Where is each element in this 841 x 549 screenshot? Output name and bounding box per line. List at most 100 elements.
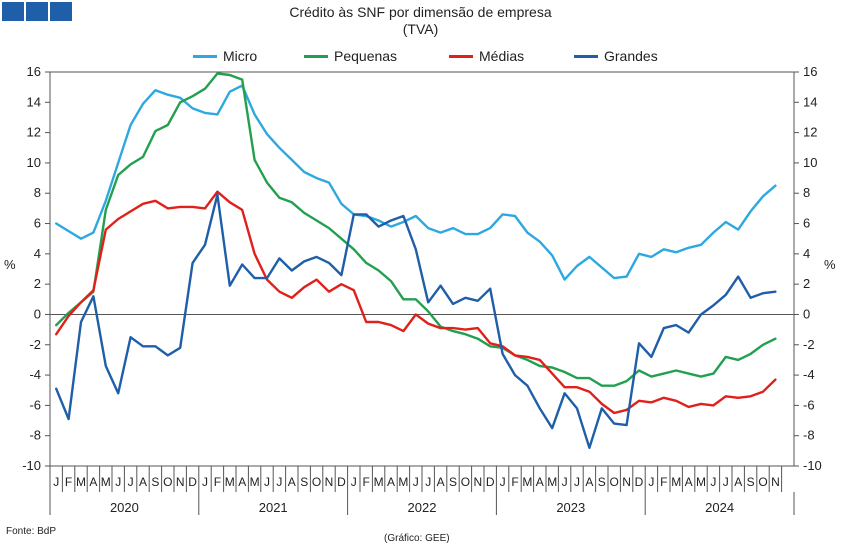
- month-label: M: [76, 475, 86, 489]
- month-label: D: [635, 475, 644, 489]
- legend-label-pequenas: Pequenas: [334, 48, 398, 64]
- y-tick-label-left: 16: [27, 64, 41, 79]
- month-label: O: [461, 475, 470, 489]
- year-label: 2021: [259, 500, 288, 515]
- chart-title-line2: (TVA): [402, 21, 439, 37]
- y-tick-label-right: 16: [803, 64, 817, 79]
- y-tick-label-right: -10: [803, 458, 822, 473]
- month-label: F: [214, 475, 221, 489]
- month-label: J: [264, 475, 270, 489]
- month-label: M: [101, 475, 111, 489]
- legend-item-pequenas: Pequenas: [304, 48, 397, 64]
- series-line-micro: [55, 84, 777, 281]
- month-label: M: [696, 475, 706, 489]
- month-label: N: [473, 475, 482, 489]
- month-label: A: [585, 475, 593, 489]
- y-tick-label-left: -10: [22, 458, 41, 473]
- y-tick-label-right: 12: [803, 125, 817, 140]
- plot-area: [49, 71, 795, 467]
- month-label: D: [188, 475, 197, 489]
- month-label: J: [115, 475, 121, 489]
- y-tick-label-right: 14: [803, 94, 817, 109]
- legend-label-medias: Médias: [479, 48, 525, 64]
- month-label: F: [660, 475, 667, 489]
- month-label: A: [685, 475, 693, 489]
- month-label: A: [734, 475, 742, 489]
- y-tick-label-right: 0: [803, 306, 810, 321]
- month-label: N: [771, 475, 780, 489]
- month-label: J: [710, 475, 716, 489]
- month-label: N: [622, 475, 631, 489]
- legend-swatch-grandes: [574, 54, 598, 58]
- month-label: J: [648, 475, 654, 489]
- month-label: M: [522, 475, 532, 489]
- month-label: N: [325, 475, 334, 489]
- month-label: J: [413, 475, 419, 489]
- legend-swatch-micro: [193, 54, 217, 58]
- legend-item-grandes: Grandes: [574, 48, 658, 64]
- series-line-medias: [55, 190, 777, 415]
- y-tick-label-left: 4: [34, 246, 41, 261]
- month-label: A: [536, 475, 544, 489]
- y-tick-label-right: 2: [803, 276, 810, 291]
- month-label: J: [128, 475, 134, 489]
- chart-title-line1: Crédito às SNF por dimensão de empresa: [289, 4, 552, 20]
- month-label: J: [723, 475, 729, 489]
- month-label: J: [425, 475, 431, 489]
- month-label: J: [562, 475, 568, 489]
- month-label: A: [387, 475, 395, 489]
- y-tick-label-left: 0: [34, 306, 41, 321]
- year-label: 2022: [408, 500, 437, 515]
- month-label: M: [250, 475, 260, 489]
- month-label: J: [351, 475, 357, 489]
- month-label: O: [163, 475, 172, 489]
- source-note: Fonte: BdP: [6, 526, 57, 537]
- y-tick-label-left: 6: [34, 216, 41, 231]
- gee-logo: [2, 2, 72, 21]
- month-label: S: [747, 475, 755, 489]
- y-tick-label-right: -2: [803, 337, 815, 352]
- y-tick-label-right: -4: [803, 367, 815, 382]
- legend-label-micro: Micro: [223, 48, 258, 64]
- legend-item-medias: Médias: [449, 48, 524, 64]
- y-tick-label-left: -8: [29, 428, 41, 443]
- month-label: S: [449, 475, 457, 489]
- legend-swatch-medias: [449, 54, 473, 58]
- y-tick-label-left: 12: [27, 125, 41, 140]
- month-label: J: [202, 475, 208, 489]
- legend-item-micro: Micro: [193, 48, 257, 64]
- year-label: 2020: [110, 500, 139, 515]
- month-label: M: [225, 475, 235, 489]
- year-label: 2024: [705, 500, 734, 515]
- month-label: F: [511, 475, 518, 489]
- month-label: F: [363, 475, 370, 489]
- legend-label-grandes: Grandes: [604, 48, 658, 64]
- logo-square: [2, 2, 24, 21]
- y-tick-label-right: -8: [803, 428, 815, 443]
- chart-credit: (Gráfico: GEE): [384, 533, 450, 544]
- month-label: A: [437, 475, 445, 489]
- chart-legend: Micro Pequenas Médias Grandes: [0, 48, 841, 66]
- month-label: A: [238, 475, 246, 489]
- month-label: F: [65, 475, 72, 489]
- month-label: J: [53, 475, 59, 489]
- month-label: M: [374, 475, 384, 489]
- month-label: M: [398, 475, 408, 489]
- month-label: O: [610, 475, 619, 489]
- month-label: M: [547, 475, 557, 489]
- month-label: N: [176, 475, 185, 489]
- series-line-pequenas: [55, 72, 777, 387]
- y-tick-label-right: 8: [803, 185, 810, 200]
- legend-swatch-pequenas: [304, 54, 328, 58]
- month-label: M: [671, 475, 681, 489]
- y-tick-label-left: -2: [29, 337, 41, 352]
- month-label: S: [300, 475, 308, 489]
- month-label: A: [288, 475, 296, 489]
- chart-title: Crédito às SNF por dimensão de empresa (…: [0, 4, 841, 38]
- year-label: 2023: [556, 500, 585, 515]
- month-label: A: [89, 475, 97, 489]
- y-tick-label-right: -6: [803, 397, 815, 412]
- series-line-grandes: [55, 193, 777, 449]
- y-tick-label-left: 10: [27, 155, 41, 170]
